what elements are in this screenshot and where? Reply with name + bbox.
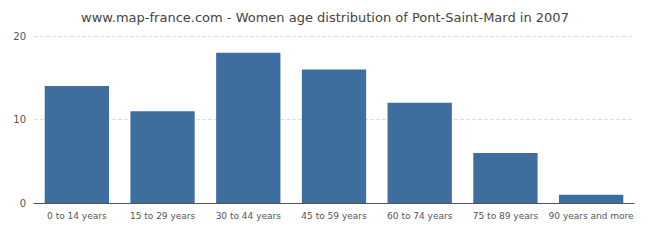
svg-text:75 to 89 years: 75 to 89 years <box>473 211 539 221</box>
svg-text:0: 0 <box>20 198 26 209</box>
svg-text:10: 10 <box>13 114 26 125</box>
svg-text:45 to 59 years: 45 to 59 years <box>301 211 367 221</box>
svg-text:60 to 74 years: 60 to 74 years <box>387 211 453 221</box>
svg-text:15 to 29 years: 15 to 29 years <box>130 211 196 221</box>
svg-text:0 to 14 years: 0 to 14 years <box>47 211 107 221</box>
svg-text:30 to 44 years: 30 to 44 years <box>216 211 282 221</box>
svg-text:20: 20 <box>13 31 26 42</box>
svg-text:www.map-france.com - Women age: www.map-france.com - Women age distribut… <box>81 10 569 25</box>
svg-text:90 years and more: 90 years and more <box>549 211 635 221</box>
